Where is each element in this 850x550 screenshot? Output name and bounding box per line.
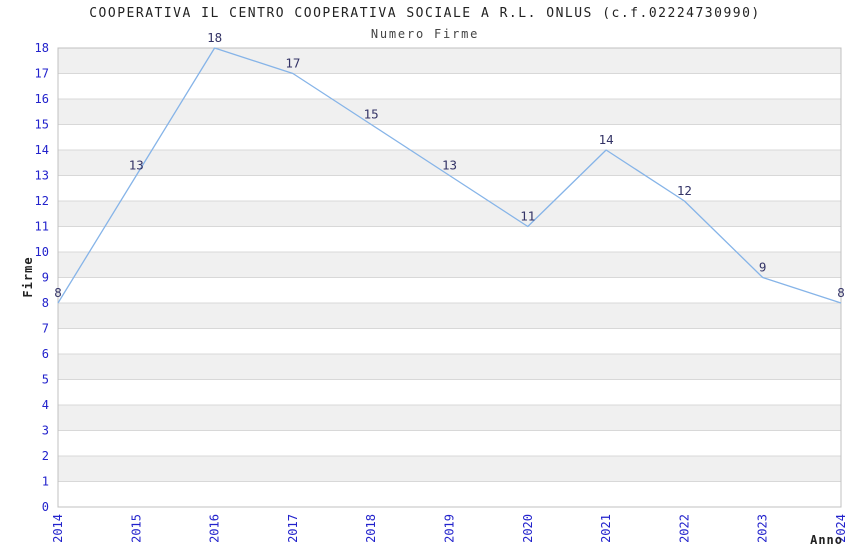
svg-text:16: 16 <box>35 92 49 106</box>
svg-text:1: 1 <box>42 475 49 489</box>
svg-text:13: 13 <box>442 158 457 173</box>
svg-text:14: 14 <box>599 132 614 147</box>
svg-text:3: 3 <box>42 424 49 438</box>
x-axis-tick-labels: 2014 2015 2016 2017 2018 2019 2020 2021 2022 2023… <box>51 514 848 543</box>
data-labels: 8 13 18 17 15 13 11 14 12 9 8 <box>54 30 845 300</box>
svg-text:6: 6 <box>42 347 49 361</box>
svg-text:2016: 2016 <box>208 514 222 543</box>
svg-text:11: 11 <box>520 209 535 224</box>
svg-text:10: 10 <box>35 245 49 259</box>
alternating-bands <box>58 48 841 482</box>
svg-text:13: 13 <box>129 158 144 173</box>
svg-text:2019: 2019 <box>443 514 457 543</box>
svg-text:17: 17 <box>35 67 49 81</box>
svg-text:8: 8 <box>54 285 62 300</box>
svg-text:2020: 2020 <box>521 514 535 543</box>
x-axis-title: Anno <box>810 533 843 547</box>
svg-text:15: 15 <box>35 118 49 132</box>
chart-title: COOPERATIVA IL CENTRO COOPERATIVA SOCIAL… <box>89 6 761 21</box>
svg-text:5: 5 <box>42 373 49 387</box>
svg-text:2015: 2015 <box>129 514 143 543</box>
svg-text:18: 18 <box>35 41 49 55</box>
svg-text:17: 17 <box>285 56 300 71</box>
series-line <box>57 47 842 304</box>
svg-text:8: 8 <box>837 285 845 300</box>
svg-text:2021: 2021 <box>599 514 613 543</box>
svg-text:2022: 2022 <box>677 514 691 543</box>
y-axis-title: Firme <box>21 256 35 298</box>
svg-text:9: 9 <box>759 260 767 275</box>
svg-text:2018: 2018 <box>364 514 378 543</box>
svg-text:2023: 2023 <box>756 514 770 543</box>
plot-border <box>57 47 842 508</box>
svg-text:0: 0 <box>42 500 49 514</box>
svg-text:13: 13 <box>35 169 49 183</box>
svg-text:9: 9 <box>42 271 49 285</box>
svg-text:4: 4 <box>42 398 49 412</box>
svg-text:2024: 2024 <box>834 514 848 543</box>
svg-text:2017: 2017 <box>286 514 300 543</box>
chart-subtitle: Numero Firme <box>370 27 480 41</box>
svg-text:2: 2 <box>42 449 49 463</box>
svg-text:18: 18 <box>207 30 222 45</box>
svg-text:12: 12 <box>677 183 692 198</box>
svg-text:15: 15 <box>364 107 379 122</box>
svg-text:11: 11 <box>35 220 49 234</box>
svg-text:2014: 2014 <box>51 514 65 543</box>
svg-text:8: 8 <box>42 296 49 310</box>
svg-text:7: 7 <box>42 322 49 336</box>
svg-text:14: 14 <box>35 143 49 157</box>
svg-text:12: 12 <box>35 194 49 208</box>
